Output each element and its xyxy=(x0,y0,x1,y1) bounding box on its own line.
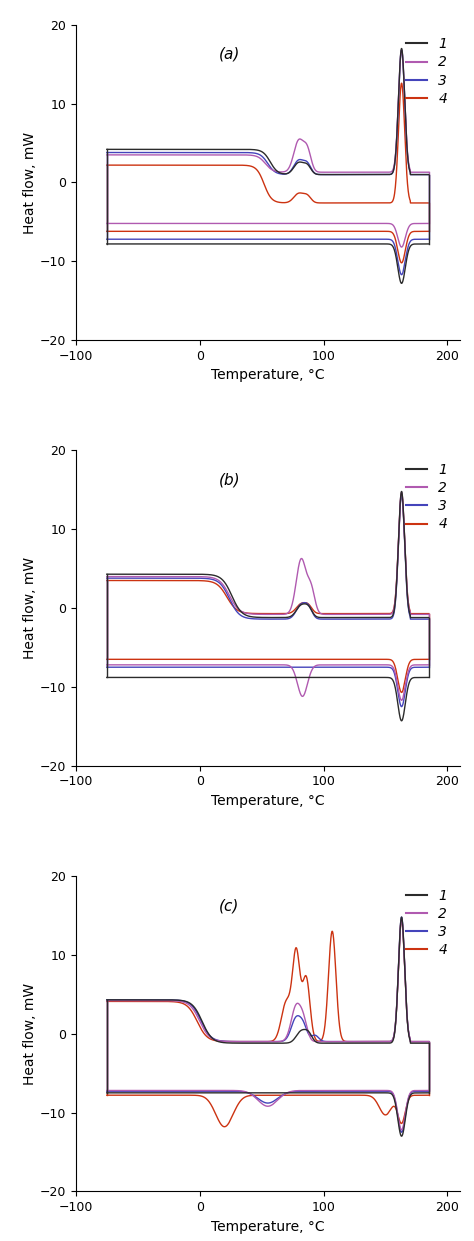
X-axis label: Temperature, °C: Temperature, °C xyxy=(211,369,325,382)
Text: (b): (b) xyxy=(219,473,240,488)
X-axis label: Temperature, °C: Temperature, °C xyxy=(211,794,325,808)
Legend: 1, 2, 3, 4: 1, 2, 3, 4 xyxy=(401,32,453,112)
Legend: 1, 2, 3, 4: 1, 2, 3, 4 xyxy=(401,884,453,963)
X-axis label: Temperature, °C: Temperature, °C xyxy=(211,1220,325,1234)
Y-axis label: Heat flow, mW: Heat flow, mW xyxy=(23,983,37,1085)
Text: (c): (c) xyxy=(219,898,239,913)
Y-axis label: Heat flow, mW: Heat flow, mW xyxy=(23,132,37,233)
Legend: 1, 2, 3, 4: 1, 2, 3, 4 xyxy=(401,458,453,537)
Text: (a): (a) xyxy=(219,47,240,62)
Y-axis label: Heat flow, mW: Heat flow, mW xyxy=(23,557,37,659)
